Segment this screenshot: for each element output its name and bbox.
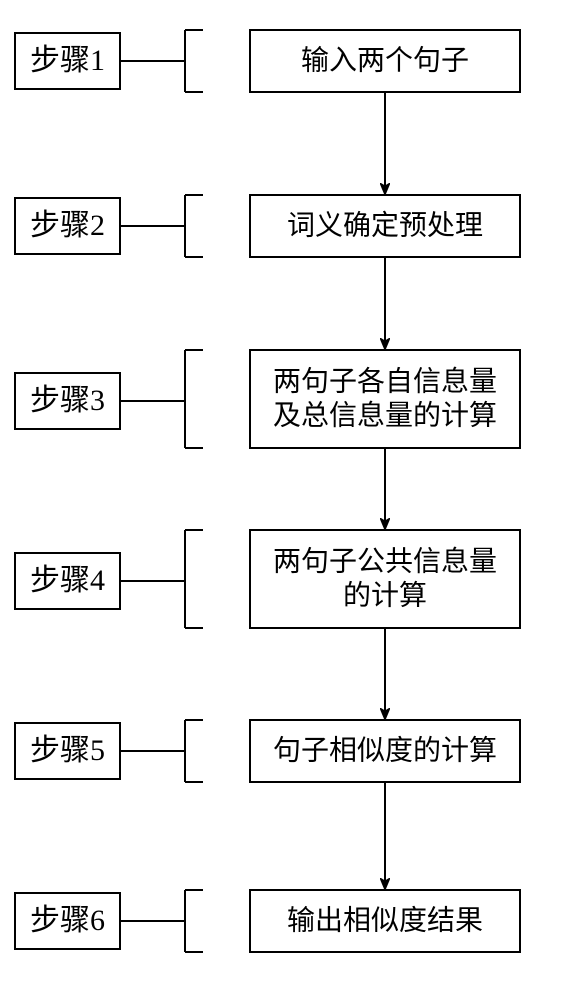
step-connector: [120, 195, 203, 257]
flow-box-rect: [250, 530, 520, 628]
step-label-text: 步骤4: [30, 564, 105, 597]
flow-box-box1: 输入两个句子: [250, 30, 520, 92]
flow-box-box5: 句子相似度的计算: [250, 720, 520, 782]
flow-box-rect: [250, 350, 520, 448]
flow-box-text: 的计算: [343, 579, 427, 611]
step-label-text: 步骤2: [30, 209, 105, 242]
flow-box-box4: 两句子公共信息量的计算: [250, 530, 520, 628]
step-connector: [120, 530, 203, 628]
step-label-text: 步骤5: [30, 734, 105, 767]
flow-box-text: 两句子各自信息量: [273, 365, 497, 397]
flow-box-box6: 输出相似度结果: [250, 890, 520, 952]
step-label-step5: 步骤5: [15, 723, 120, 779]
step-label-text: 步骤3: [30, 384, 105, 417]
step-label-step3: 步骤3: [15, 373, 120, 429]
step-label-text: 步骤1: [30, 44, 105, 77]
flow-box-text: 句子相似度的计算: [273, 734, 497, 766]
step-connector: [120, 890, 203, 952]
step-label-text: 步骤6: [30, 904, 105, 937]
step-label-step1: 步骤1: [15, 33, 120, 89]
flow-box-text: 词义确定预处理: [287, 209, 483, 241]
flow-box-text: 两句子公共信息量: [273, 545, 497, 577]
step-connector: [120, 350, 203, 448]
step-label-step4: 步骤4: [15, 553, 120, 609]
flow-box-text: 及总信息量的计算: [273, 399, 497, 431]
flow-box-text: 输入两个句子: [301, 44, 469, 76]
flow-box-text: 输出相似度结果: [287, 904, 483, 936]
flow-box-box2: 词义确定预处理: [250, 195, 520, 257]
step-label-step2: 步骤2: [15, 198, 120, 254]
step-label-step6: 步骤6: [15, 893, 120, 949]
step-connector: [120, 720, 203, 782]
flow-box-box3: 两句子各自信息量及总信息量的计算: [250, 350, 520, 448]
step-connector: [120, 30, 203, 92]
